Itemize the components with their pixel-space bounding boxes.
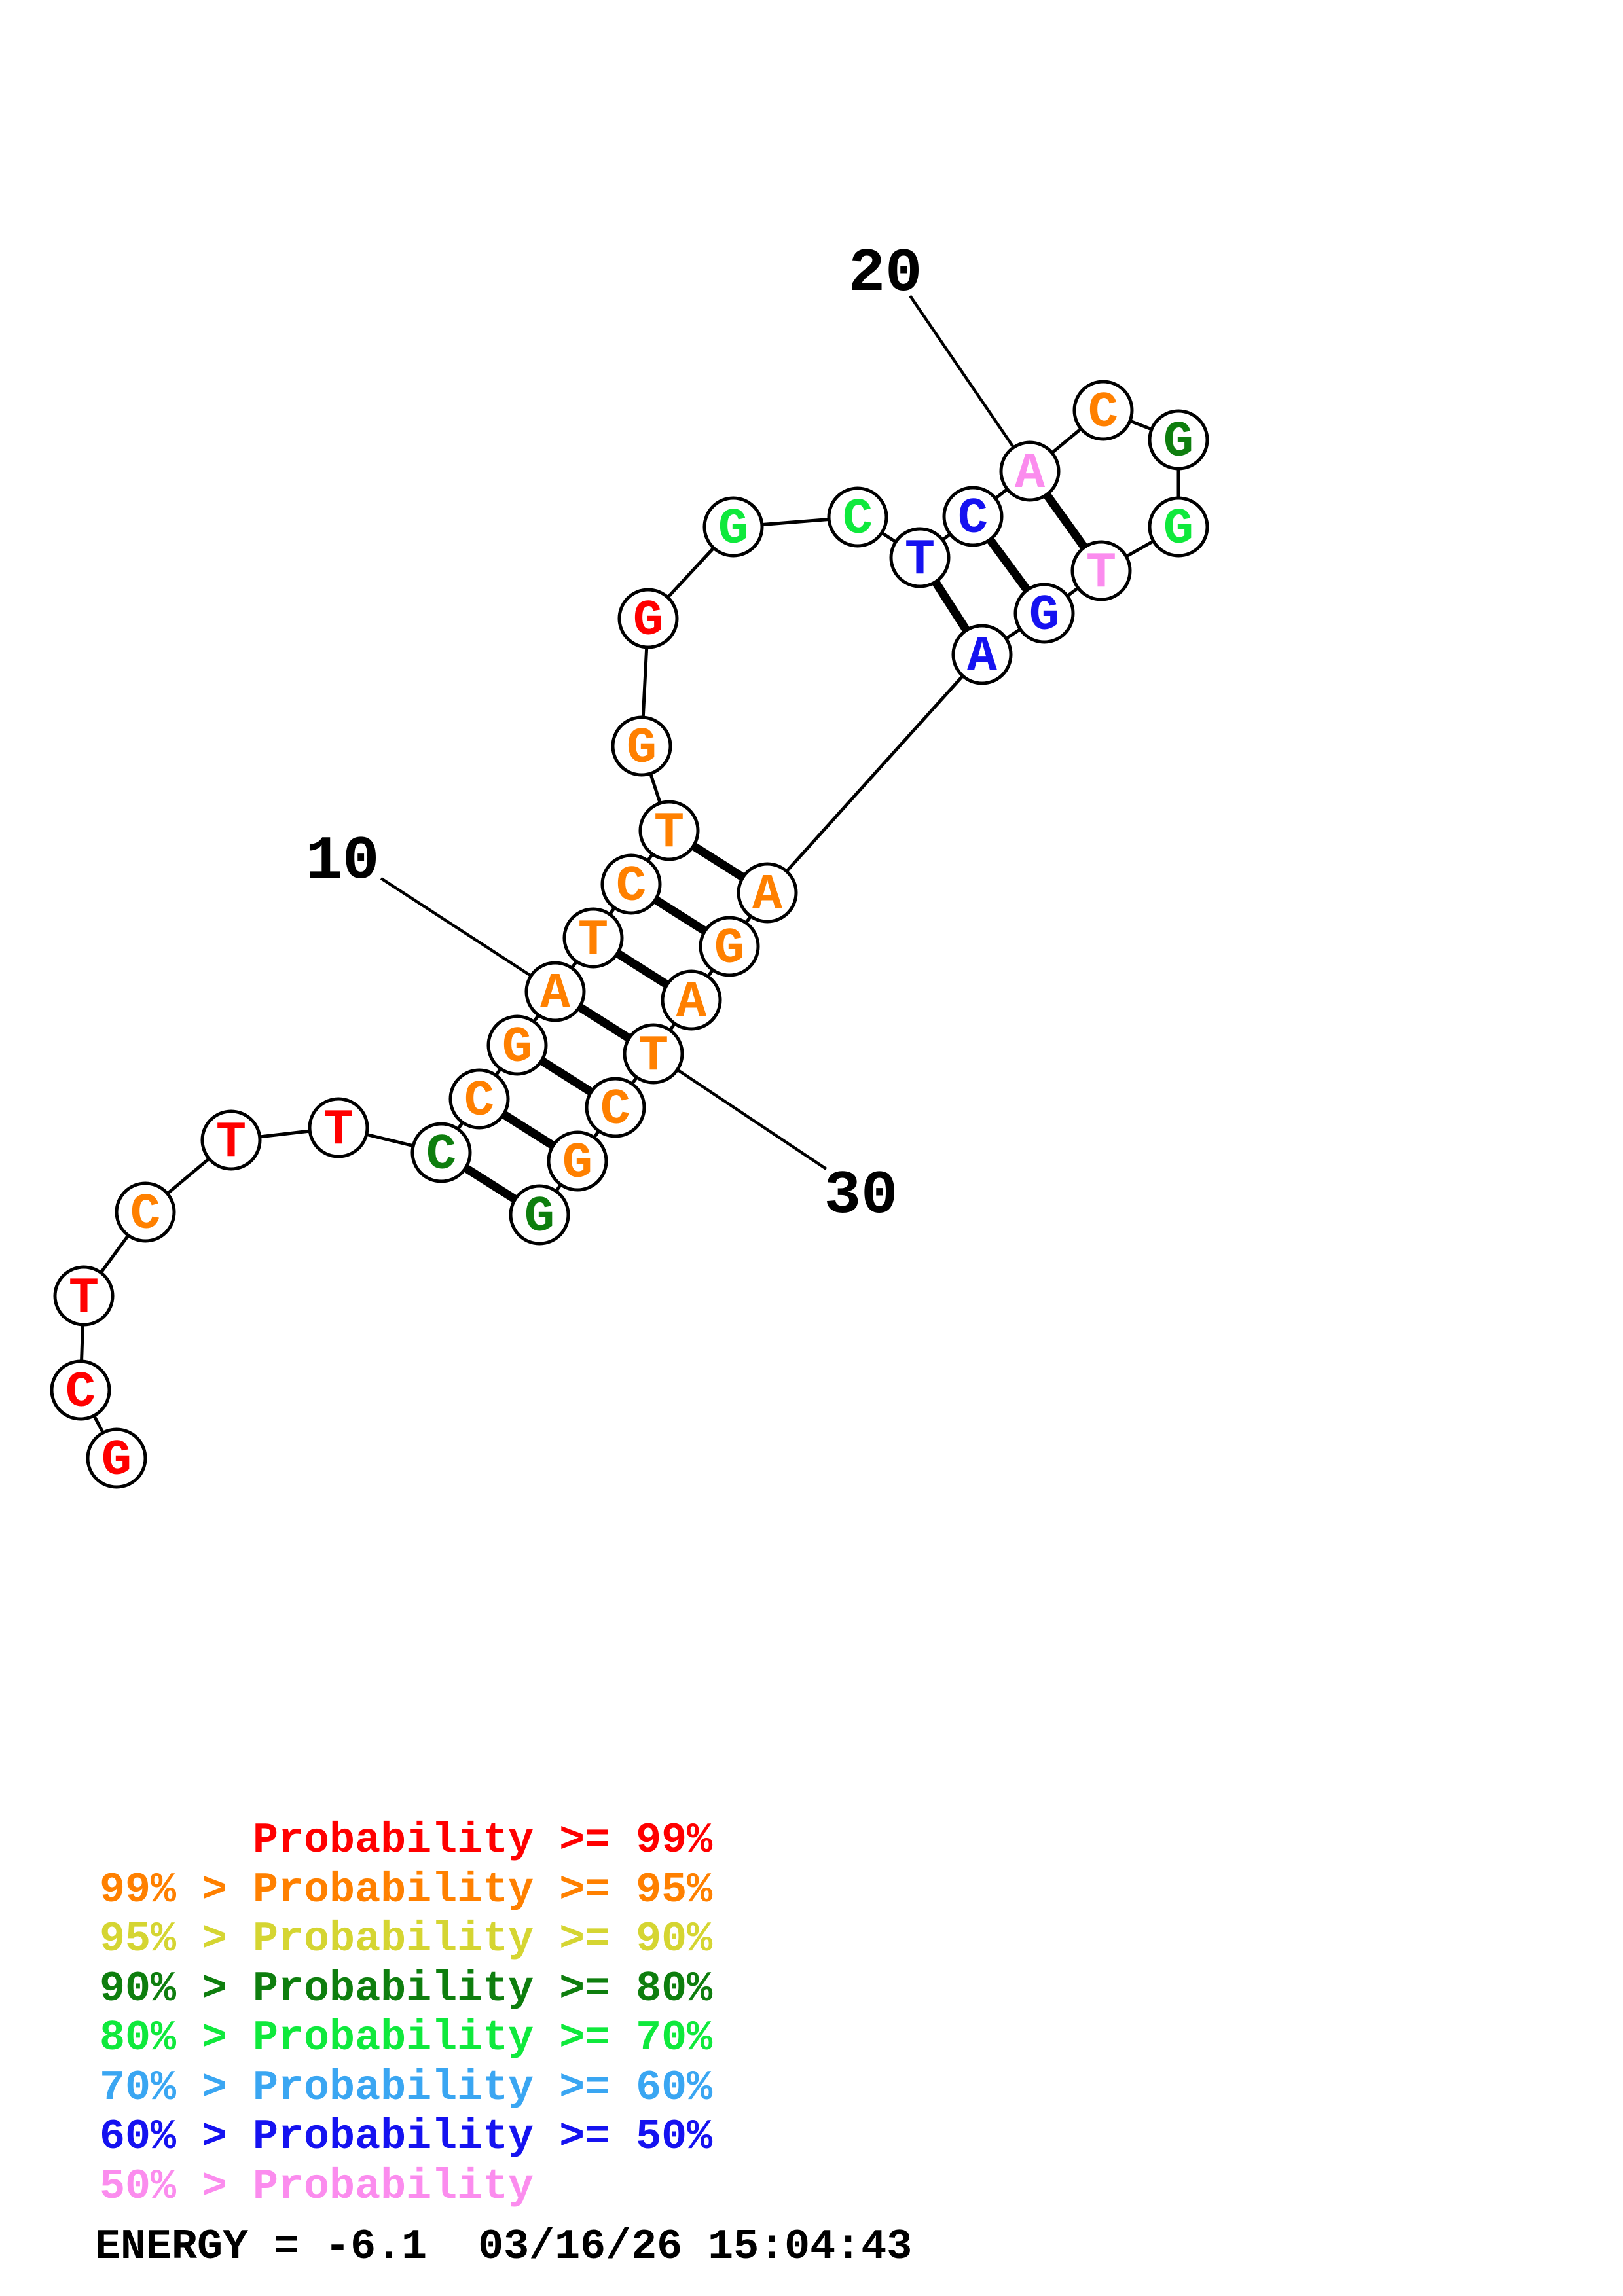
nucleotide-circle bbox=[699, 916, 760, 977]
nucleotide-letter: T bbox=[216, 1115, 246, 1172]
nucleotide-letter: C bbox=[464, 1073, 494, 1130]
nucleotide-letter: T bbox=[1086, 545, 1116, 602]
nucleotide-letter: G bbox=[1029, 588, 1059, 645]
nucleotide-circle bbox=[562, 907, 624, 969]
nucleotide-letter: A bbox=[540, 966, 571, 1023]
nucleotide-circle bbox=[1070, 540, 1132, 601]
pair-bonds bbox=[439, 469, 1105, 1219]
nucleotide-circle bbox=[1148, 409, 1209, 471]
legend-row: 50% > Probability bbox=[100, 2162, 534, 2211]
nucleotide-letter: G bbox=[1163, 414, 1194, 471]
nucleotide-circle bbox=[638, 800, 700, 861]
legend-row: 95% > Probability >= 90% bbox=[100, 1915, 713, 1964]
nucleotide-letter: C bbox=[1088, 385, 1118, 442]
nucleotide-letter: G bbox=[562, 1136, 593, 1193]
label-leader-line bbox=[380, 877, 556, 993]
nucleotide-circle bbox=[308, 1097, 369, 1158]
label-leader-lines bbox=[380, 295, 1031, 1170]
probability-legend: Probability >= 99% 99% > Probability >= 9… bbox=[100, 1816, 712, 2212]
legend-row: 80% > Probability >= 70% bbox=[100, 2014, 713, 2062]
nucleotide-circle bbox=[115, 1181, 176, 1243]
nucleotide-circle bbox=[737, 862, 798, 924]
legend-row: 90% > Probability >= 80% bbox=[100, 1964, 713, 2013]
nucleotide-letter: T bbox=[654, 805, 684, 862]
nucleotide-circle bbox=[942, 486, 1004, 547]
nucleotide-circle bbox=[600, 853, 662, 915]
nucleotide-circle bbox=[617, 588, 679, 649]
nucleotide-letter: T bbox=[69, 1270, 99, 1327]
nucleotide-letter: A bbox=[676, 975, 707, 1031]
nucleotide-circle bbox=[448, 1068, 510, 1130]
nucleotide-letter: C bbox=[958, 491, 988, 548]
nucleotide-circle bbox=[410, 1122, 472, 1183]
legend-row: 99% > Probability >= 95% bbox=[100, 1865, 713, 1914]
nucleotide-circle bbox=[889, 527, 951, 588]
nucleotide-circle bbox=[1148, 496, 1209, 558]
nucleotide-letter: G bbox=[718, 501, 748, 558]
nucleotide-circle bbox=[547, 1130, 608, 1192]
nucleotide-letter: G bbox=[714, 921, 744, 978]
nucleotide-circle bbox=[53, 1265, 115, 1327]
nucleotide-letter: A bbox=[1015, 446, 1046, 503]
sequence-number-label: 20 bbox=[848, 240, 922, 309]
nucleotide-circle bbox=[951, 624, 1013, 685]
nucleotide-letter: A bbox=[752, 867, 783, 924]
nucleotide-circle bbox=[524, 961, 586, 1022]
nucleotide-circle bbox=[661, 969, 722, 1031]
nucleotide-letter: G bbox=[1163, 501, 1194, 558]
nucleotide-circle bbox=[50, 1359, 111, 1421]
nucleotide-letter: T bbox=[323, 1102, 354, 1159]
legend-row: 60% > Probability >= 50% bbox=[100, 2113, 713, 2161]
nucleotide-letter: C bbox=[130, 1187, 160, 1244]
nucleotide-letter: G bbox=[633, 593, 663, 650]
nucleotide-letter: T bbox=[905, 532, 935, 589]
label-leader-line bbox=[652, 1052, 828, 1170]
nucleotide-circle bbox=[585, 1077, 646, 1138]
nucleotide-letter: T bbox=[578, 912, 608, 969]
nucleotide-letter: A bbox=[967, 629, 998, 686]
energy-readout: ENERGY = -6.1 03/16/26 15:04:43 bbox=[95, 2223, 913, 2271]
backbone-line bbox=[766, 653, 983, 894]
nucleotide-circle bbox=[86, 1427, 147, 1489]
sequence-number-label: 10 bbox=[306, 827, 380, 897]
sequence-number-labels: 10 20 30 bbox=[306, 240, 922, 1231]
legend-row: Probability >= 99% bbox=[100, 1816, 713, 1865]
nucleotide-circle bbox=[486, 1014, 548, 1076]
nucleotide-circle bbox=[623, 1023, 684, 1085]
sequence-number-label: 30 bbox=[824, 1162, 898, 1231]
legend-row: 70% > Probability >= 60% bbox=[100, 2063, 713, 2112]
nucleotide-letter: G bbox=[101, 1433, 132, 1490]
label-leader-line bbox=[909, 295, 1031, 473]
nucleotide-letter: G bbox=[524, 1189, 555, 1246]
nucleotide-letter: G bbox=[502, 1020, 532, 1077]
nucleotide-letter: C bbox=[600, 1082, 630, 1139]
nucleotide-circle bbox=[200, 1109, 262, 1171]
nucleotide-letter: C bbox=[426, 1127, 456, 1184]
nucleotide-letter: C bbox=[843, 492, 873, 548]
nucleotide-circle bbox=[999, 440, 1061, 502]
nucleotide-letter: C bbox=[65, 1365, 96, 1422]
nucleotide-letter: G bbox=[627, 721, 657, 778]
nucleotide-circle bbox=[1072, 380, 1134, 441]
nucleotide-circle bbox=[702, 496, 764, 558]
nucleotide-letter: C bbox=[616, 859, 646, 916]
nucleotide-circle bbox=[611, 715, 672, 777]
nucleotide-letter: T bbox=[638, 1028, 668, 1085]
nucleotide-circle bbox=[509, 1184, 570, 1246]
nucleotide-circle bbox=[827, 486, 888, 548]
nucleotide-circle bbox=[1013, 583, 1075, 644]
